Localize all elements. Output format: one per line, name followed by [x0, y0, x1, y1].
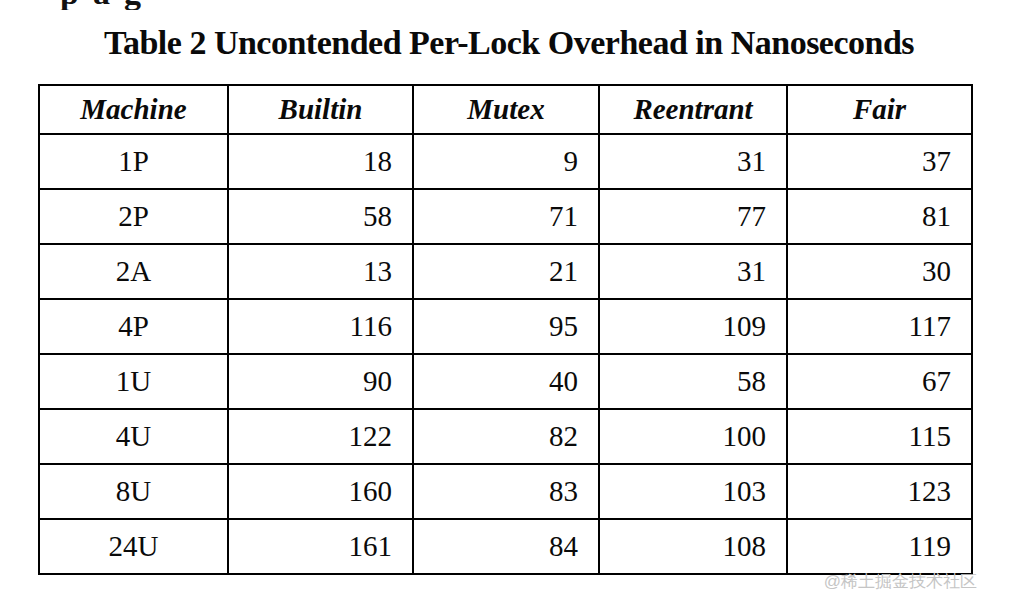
column-header-fair: Fair: [787, 85, 972, 134]
machine-cell: 8U: [39, 464, 228, 519]
table-title: Table 2 Uncontended Per-Lock Overhead in…: [0, 24, 1018, 62]
column-header-reentrant: Reentrant: [599, 85, 787, 134]
lock-overhead-table: Machine Builtin Mutex Reentrant Fair 1P …: [38, 84, 973, 575]
machine-cell: 2P: [39, 189, 228, 244]
column-header-builtin: Builtin: [228, 85, 413, 134]
mutex-cell: 82: [413, 409, 599, 464]
builtin-cell: 90: [228, 354, 413, 409]
mutex-cell: 40: [413, 354, 599, 409]
fair-cell: 117: [787, 299, 972, 354]
table-row: 8U 160 83 103 123: [39, 464, 972, 519]
reentrant-cell: 108: [599, 519, 787, 574]
mutex-cell: 21: [413, 244, 599, 299]
mutex-cell: 83: [413, 464, 599, 519]
mutex-cell: 95: [413, 299, 599, 354]
header-row: Machine Builtin Mutex Reentrant Fair: [39, 85, 972, 134]
table-row: 24U 161 84 108 119: [39, 519, 972, 574]
reentrant-cell: 77: [599, 189, 787, 244]
builtin-cell: 18: [228, 134, 413, 189]
table-row: 1P 18 9 31 37: [39, 134, 972, 189]
reentrant-cell: 58: [599, 354, 787, 409]
machine-cell: 2A: [39, 244, 228, 299]
reentrant-cell: 31: [599, 134, 787, 189]
reentrant-cell: 109: [599, 299, 787, 354]
machine-cell: 4P: [39, 299, 228, 354]
table-row: 2P 58 71 77 81: [39, 189, 972, 244]
builtin-cell: 160: [228, 464, 413, 519]
column-header-mutex: Mutex: [413, 85, 599, 134]
table-row: 4U 122 82 100 115: [39, 409, 972, 464]
builtin-cell: 122: [228, 409, 413, 464]
builtin-cell: 116: [228, 299, 413, 354]
table-row: 1U 90 40 58 67: [39, 354, 972, 409]
table-row: 4P 116 95 109 117: [39, 299, 972, 354]
fair-cell: 67: [787, 354, 972, 409]
column-header-machine: Machine: [39, 85, 228, 134]
reentrant-cell: 103: [599, 464, 787, 519]
machine-cell: 24U: [39, 519, 228, 574]
fair-cell: 37: [787, 134, 972, 189]
table-row: 2A 13 21 31 30: [39, 244, 972, 299]
machine-cell: 1U: [39, 354, 228, 409]
fair-cell: 115: [787, 409, 972, 464]
mutex-cell: 9: [413, 134, 599, 189]
mutex-cell: 84: [413, 519, 599, 574]
machine-cell: 4U: [39, 409, 228, 464]
builtin-cell: 13: [228, 244, 413, 299]
fair-cell: 123: [787, 464, 972, 519]
builtin-cell: 161: [228, 519, 413, 574]
cropped-text-fragment: pag: [60, 0, 180, 10]
watermark: @稀土掘金技术社区: [824, 570, 977, 593]
fair-cell: 119: [787, 519, 972, 574]
fair-cell: 81: [787, 189, 972, 244]
reentrant-cell: 100: [599, 409, 787, 464]
mutex-cell: 71: [413, 189, 599, 244]
machine-cell: 1P: [39, 134, 228, 189]
fair-cell: 30: [787, 244, 972, 299]
builtin-cell: 58: [228, 189, 413, 244]
reentrant-cell: 31: [599, 244, 787, 299]
